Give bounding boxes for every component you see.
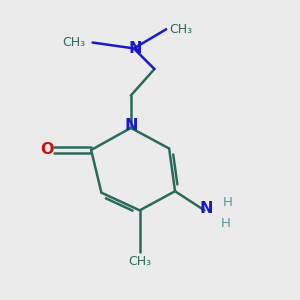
Text: N: N (199, 201, 213, 216)
Text: N: N (124, 118, 138, 133)
Text: H: H (223, 196, 232, 209)
Text: CH₃: CH₃ (62, 36, 85, 49)
Text: CH₃: CH₃ (128, 254, 151, 268)
Text: H: H (221, 217, 231, 230)
Text: CH₃: CH₃ (169, 23, 192, 36)
Text: O: O (40, 142, 54, 158)
Text: N: N (128, 41, 142, 56)
